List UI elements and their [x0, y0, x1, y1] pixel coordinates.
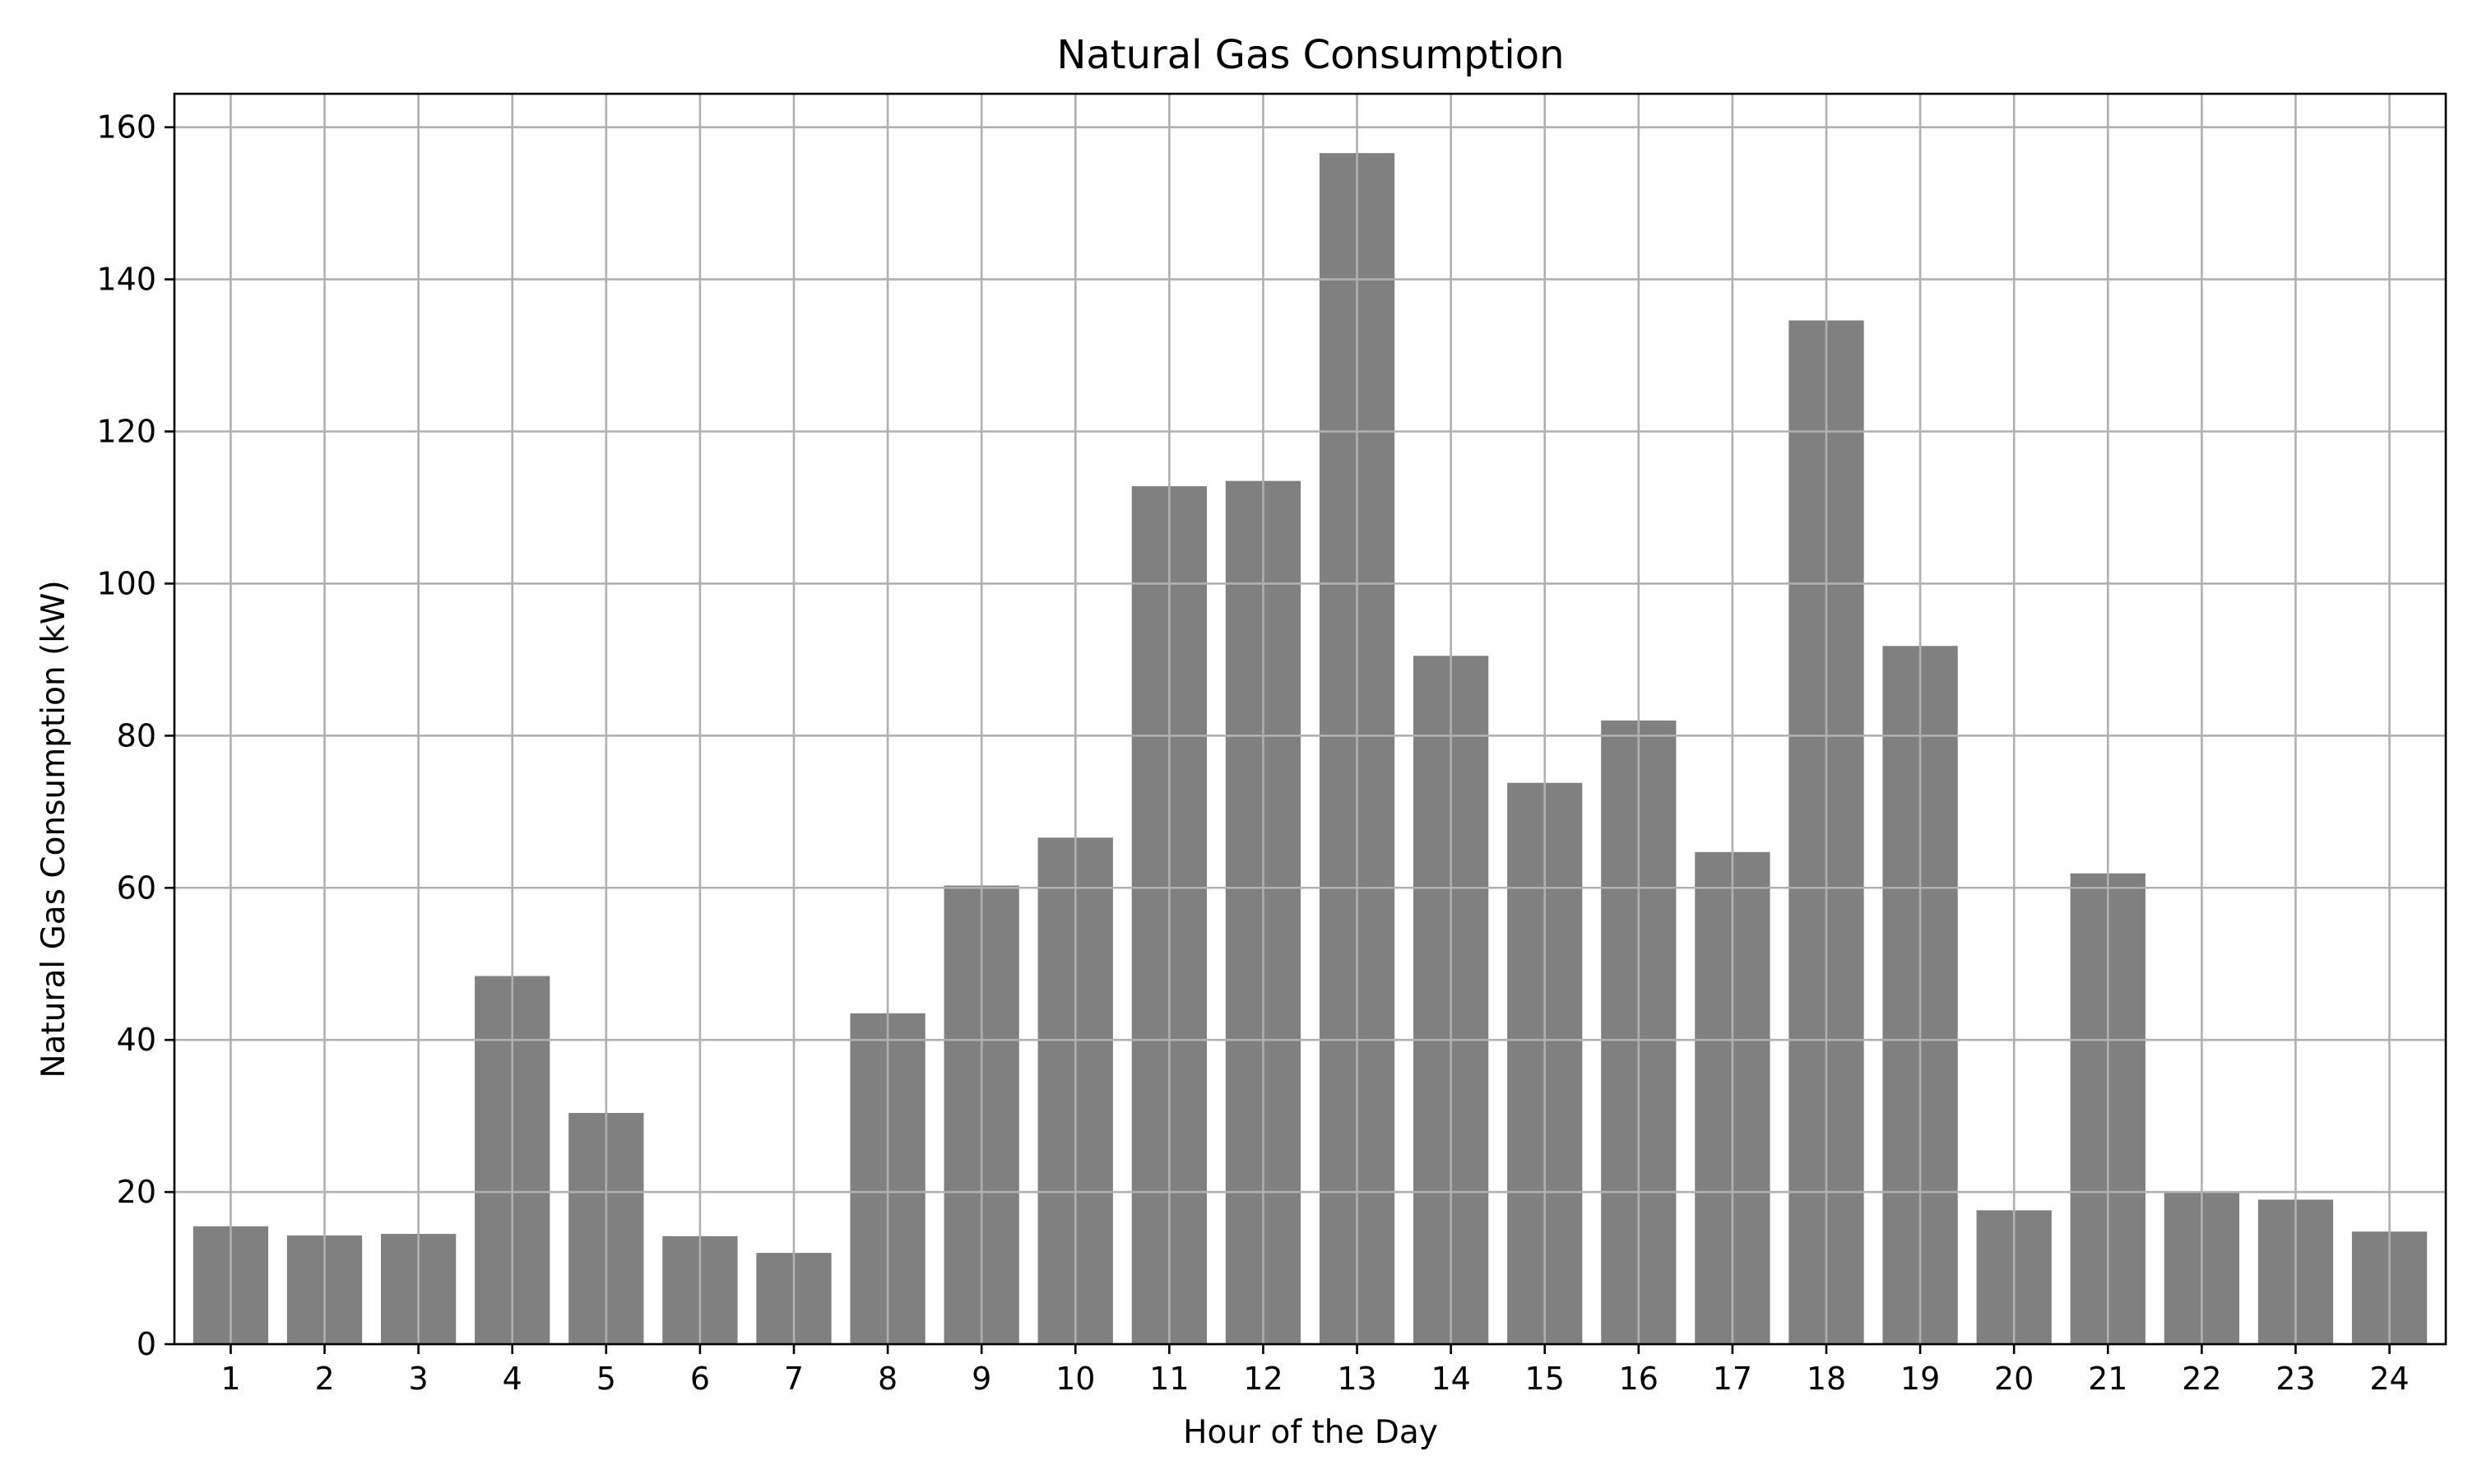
x-tick-label: 17	[1713, 1361, 1752, 1397]
x-tick-label: 16	[1619, 1361, 1658, 1397]
x-tick-label: 10	[1055, 1361, 1095, 1397]
x-tick-label: 7	[784, 1361, 804, 1397]
y-tick-label: 80	[117, 717, 156, 754]
y-tick-label: 120	[96, 414, 156, 450]
y-tick-label: 20	[117, 1174, 156, 1210]
x-tick-label: 9	[972, 1361, 991, 1397]
x-tick-label: 2	[314, 1361, 334, 1397]
x-tick-label: 11	[1149, 1361, 1189, 1397]
x-tick-label: 1	[220, 1361, 240, 1397]
y-tick-label: 140	[96, 262, 156, 298]
ticks: 1 2 3 4 5 6 7 8 9 10 11 12 13 14 15 16 17 18 19 20 21 22 23 240…	[96, 109, 2409, 1397]
grid-lines	[174, 94, 2446, 1346]
x-tick-label: 23	[2275, 1361, 2315, 1397]
x-tick-label: 19	[1900, 1361, 1940, 1397]
x-tick-label: 4	[503, 1361, 522, 1397]
y-tick-label: 100	[96, 565, 156, 601]
x-tick-label: 14	[1431, 1361, 1470, 1397]
x-tick-label: 20	[1994, 1361, 2034, 1397]
y-axis-label: Natural Gas Consumption (kW)	[35, 580, 72, 1078]
x-tick-label: 5	[596, 1361, 616, 1397]
axes-frame	[173, 92, 2447, 1346]
bars	[193, 153, 2428, 1345]
y-tick-label: 60	[117, 870, 156, 906]
x-tick-label: 24	[2369, 1361, 2409, 1397]
x-tick-label: 3	[409, 1361, 429, 1397]
y-tick-label: 0	[137, 1326, 156, 1362]
x-tick-label: 22	[2182, 1361, 2221, 1397]
x-tick-label: 8	[878, 1361, 898, 1397]
chart-title: Natural Gas Consumption	[1056, 32, 1564, 78]
x-tick-label: 15	[1525, 1361, 1565, 1397]
x-tick-label: 13	[1337, 1361, 1376, 1397]
x-tick-label: 18	[1807, 1361, 1846, 1397]
x-axis-label: Hour of the Day	[1183, 1414, 1438, 1451]
x-tick-label: 12	[1243, 1361, 1283, 1397]
x-tick-label: 6	[690, 1361, 710, 1397]
y-tick-label: 40	[117, 1022, 156, 1058]
y-tick-label: 160	[96, 109, 156, 146]
x-tick-label: 21	[2088, 1361, 2127, 1397]
